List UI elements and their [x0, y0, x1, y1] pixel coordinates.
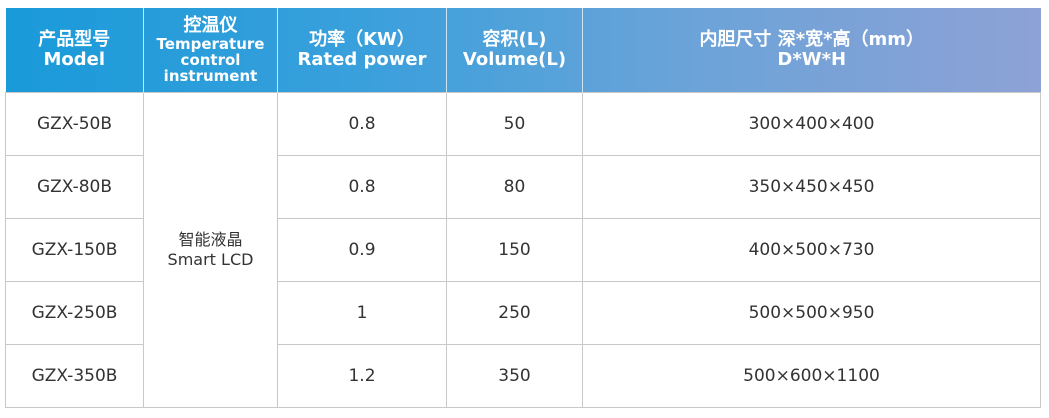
model-cell: GZX-80B: [5, 154, 144, 219]
model-cell: GZX-350B: [5, 343, 144, 408]
header-model-en: Model: [43, 48, 106, 70]
header-size-en: D*W*H: [777, 48, 847, 70]
power-cell: 1: [277, 280, 447, 345]
table-row: GZX-250B 1 250 500×500×950: [5, 280, 1041, 345]
header-control-zh: 控温仪: [183, 14, 238, 36]
header-model: 产品型号 Model: [5, 8, 144, 92]
model-cell: GZX-150B: [5, 217, 144, 282]
header-size: 内胆尺寸 深*宽*高（mm） D*W*H: [583, 8, 1041, 92]
power-cell: 0.9: [277, 217, 447, 282]
header-power-zh: 功率（KW）: [309, 28, 415, 50]
header-model-zh: 产品型号: [38, 28, 111, 50]
header-control: 控温仪 Temperature control instrument: [143, 8, 278, 92]
table-row: GZX-150B 0.9 150 400×500×730: [5, 217, 1041, 282]
header-control-en: Temperature control instrument: [156, 34, 265, 85]
size-cell: 350×450×450: [582, 154, 1041, 219]
volume-cell: 350: [446, 343, 583, 408]
table-row: GZX-80B 0.8 80 350×450×450: [5, 154, 1041, 219]
model-cell: GZX-250B: [5, 280, 144, 345]
size-cell: 500×500×950: [582, 280, 1041, 345]
power-cell: 0.8: [277, 91, 447, 156]
power-cell: 0.8: [277, 154, 447, 219]
table-row: GZX-50B 智能液晶 Smart LCD 0.8 50 300×400×400: [5, 91, 1041, 408]
volume-cell: 80: [446, 154, 583, 219]
header-volume-en: Volume(L): [462, 48, 567, 70]
size-cell: 400×500×730: [582, 217, 1041, 282]
volume-cell: 50: [446, 91, 583, 156]
header-power: 功率（KW） Rated power: [277, 8, 447, 92]
header-volume-zh: 容积(L): [482, 28, 547, 50]
header-power-en: Rated power: [297, 48, 427, 70]
control-zh: 智能液晶: [178, 229, 243, 249]
spec-table: 产品型号 Model 控温仪 Temperature control instrum…: [5, 8, 1041, 408]
model-cell: GZX-50B: [5, 91, 144, 156]
header-row: 产品型号 Model 控温仪 Temperature control instrum…: [5, 8, 1041, 92]
volume-cell: 250: [446, 280, 583, 345]
volume-cell: 150: [446, 217, 583, 282]
header-size-zh: 内胆尺寸 深*宽*高（mm）: [699, 28, 925, 50]
control-en: Smart LCD: [167, 249, 254, 269]
table-row: GZX-350B 1.2 350 500×600×1100: [5, 343, 1041, 408]
control-cell: 智能液晶 Smart LCD: [143, 91, 278, 408]
size-cell: 500×600×1100: [582, 343, 1041, 408]
power-cell: 1.2: [277, 343, 447, 408]
size-cell: 300×400×400: [582, 91, 1041, 156]
header-volume: 容积(L) Volume(L): [446, 8, 583, 92]
